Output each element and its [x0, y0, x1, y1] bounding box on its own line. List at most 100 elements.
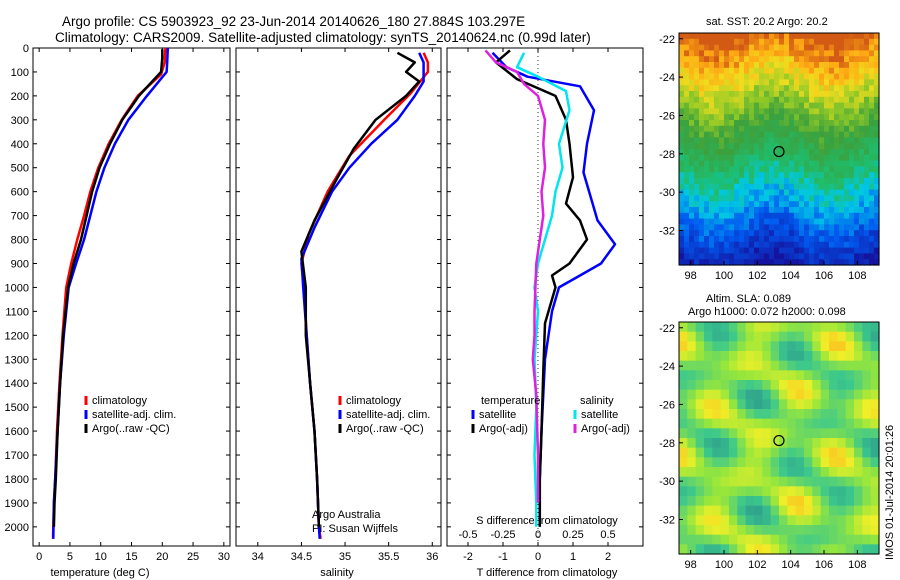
map-cell [787, 505, 797, 516]
map-cell [804, 50, 810, 57]
map-cell [754, 253, 760, 260]
map-cell [779, 44, 785, 51]
map-cell [844, 212, 850, 220]
map-cell [759, 218, 765, 225]
series-line-2 [300, 51, 421, 527]
map-cell [719, 50, 725, 57]
map-cell [729, 114, 735, 121]
map-cell [769, 102, 775, 109]
map-cell [759, 172, 765, 179]
map-cell [819, 120, 825, 127]
map-cell [799, 125, 805, 133]
map-cell [695, 331, 705, 342]
map-cell [704, 224, 710, 231]
map-cell [820, 380, 830, 391]
map-cell [854, 85, 860, 92]
map-cell [699, 149, 705, 156]
map-cell [829, 166, 835, 173]
map-cell [749, 73, 755, 80]
map-cell [695, 409, 705, 420]
map-cell [870, 486, 880, 497]
map-cell [864, 79, 870, 86]
map-cell [779, 322, 788, 333]
map-cell [804, 79, 810, 86]
map-cell [834, 236, 840, 243]
map-cell [779, 241, 785, 249]
map-cell [769, 79, 775, 86]
map-cell [679, 154, 685, 162]
map-cell [745, 515, 755, 526]
map-cell [737, 351, 747, 362]
map-cell [769, 149, 775, 156]
map-cell [704, 131, 710, 138]
map-cell [787, 389, 797, 400]
map-cell [737, 505, 747, 516]
map-cell [844, 131, 850, 138]
map-cell [859, 207, 865, 214]
map-cell [799, 96, 805, 104]
map-cell [849, 218, 855, 225]
map-cell [729, 56, 735, 63]
map-cell [779, 102, 785, 109]
s-tick-label: 0.5 [600, 529, 615, 541]
map-cell [864, 172, 870, 179]
map-cell [829, 389, 838, 400]
map-cell [695, 370, 705, 381]
map-cell [819, 230, 825, 237]
map-cell [869, 125, 875, 133]
map-cell [844, 172, 850, 179]
map-cell [864, 154, 870, 162]
map-cell [734, 207, 740, 214]
map-cell [834, 212, 840, 220]
map-cell [804, 544, 813, 555]
map-cell [699, 224, 705, 231]
map-cell [734, 172, 740, 179]
map-cell [737, 341, 747, 352]
map-cell [779, 486, 788, 497]
map-cell [699, 195, 705, 202]
map-cell [719, 67, 725, 75]
map-cell [859, 189, 865, 196]
map-cell [764, 178, 770, 185]
map-cell [699, 96, 705, 104]
map-cell [754, 56, 760, 63]
map-cell [709, 218, 715, 225]
map-cell [864, 102, 870, 109]
map-cell [819, 224, 825, 231]
map-cell [829, 331, 838, 342]
map-cell [854, 447, 863, 458]
map-cell [804, 85, 810, 92]
map-cell [849, 91, 855, 98]
map-cell [749, 154, 755, 162]
map-cell [864, 247, 870, 254]
map-cell [820, 525, 830, 536]
map-cell [839, 154, 845, 162]
map-cell [720, 380, 730, 391]
map-cell [874, 166, 880, 173]
map-cell [804, 62, 810, 69]
map-cell [745, 457, 755, 468]
map-cell [679, 360, 688, 371]
map-cell [864, 67, 870, 75]
map-cell [739, 96, 745, 104]
map-cell [859, 79, 865, 86]
map-cell [729, 341, 738, 352]
map-cell [712, 457, 722, 468]
map-cell [704, 241, 710, 249]
map-cell [739, 131, 745, 138]
map-cell [745, 370, 755, 381]
map-cell [762, 389, 772, 400]
map-cell [844, 207, 850, 214]
y-tick-label: -30 [659, 187, 675, 199]
x-tick-label: 100 [715, 559, 733, 571]
map-cell [764, 230, 770, 237]
map-cell [764, 236, 770, 243]
map-cell [779, 351, 788, 362]
map-cell [854, 195, 860, 202]
map-cell [709, 56, 715, 63]
map-cell [789, 131, 795, 138]
map-cell [724, 224, 730, 231]
map-cell [834, 253, 840, 260]
map-cell [714, 137, 720, 144]
map-cell [849, 44, 855, 51]
